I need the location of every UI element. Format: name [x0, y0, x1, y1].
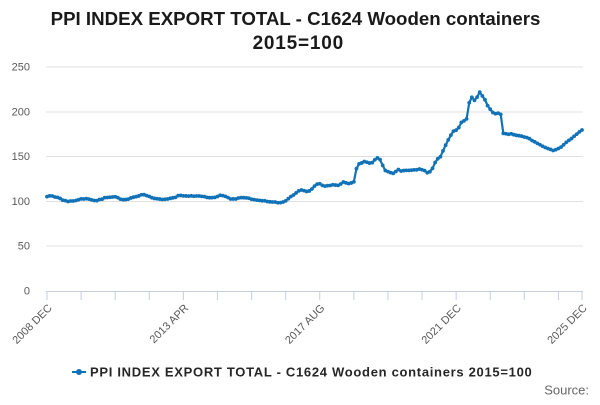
svg-text:250: 250: [12, 62, 30, 74]
svg-text:150: 150: [12, 151, 30, 163]
svg-text:200: 200: [12, 106, 30, 118]
svg-text:2025 DEC: 2025 DEC: [545, 302, 589, 346]
svg-text:2008 DEC: 2008 DEC: [10, 302, 54, 346]
svg-text:2017 AUG: 2017 AUG: [283, 302, 327, 346]
svg-text:50: 50: [18, 241, 30, 253]
svg-text:Source:: Source:: [544, 383, 589, 398]
svg-text:0: 0: [24, 286, 30, 298]
svg-text:100: 100: [12, 196, 30, 208]
svg-text:2021 DEC: 2021 DEC: [419, 302, 463, 346]
svg-text:2015=100: 2015=100: [253, 33, 344, 54]
svg-text:PPI INDEX EXPORT TOTAL - C1624: PPI INDEX EXPORT TOTAL - C1624 Wooden co…: [51, 8, 541, 29]
svg-text:2013 APR: 2013 APR: [148, 302, 192, 346]
svg-text:PPI INDEX EXPORT TOTAL - C1624: PPI INDEX EXPORT TOTAL - C1624 Wooden co…: [90, 365, 532, 380]
